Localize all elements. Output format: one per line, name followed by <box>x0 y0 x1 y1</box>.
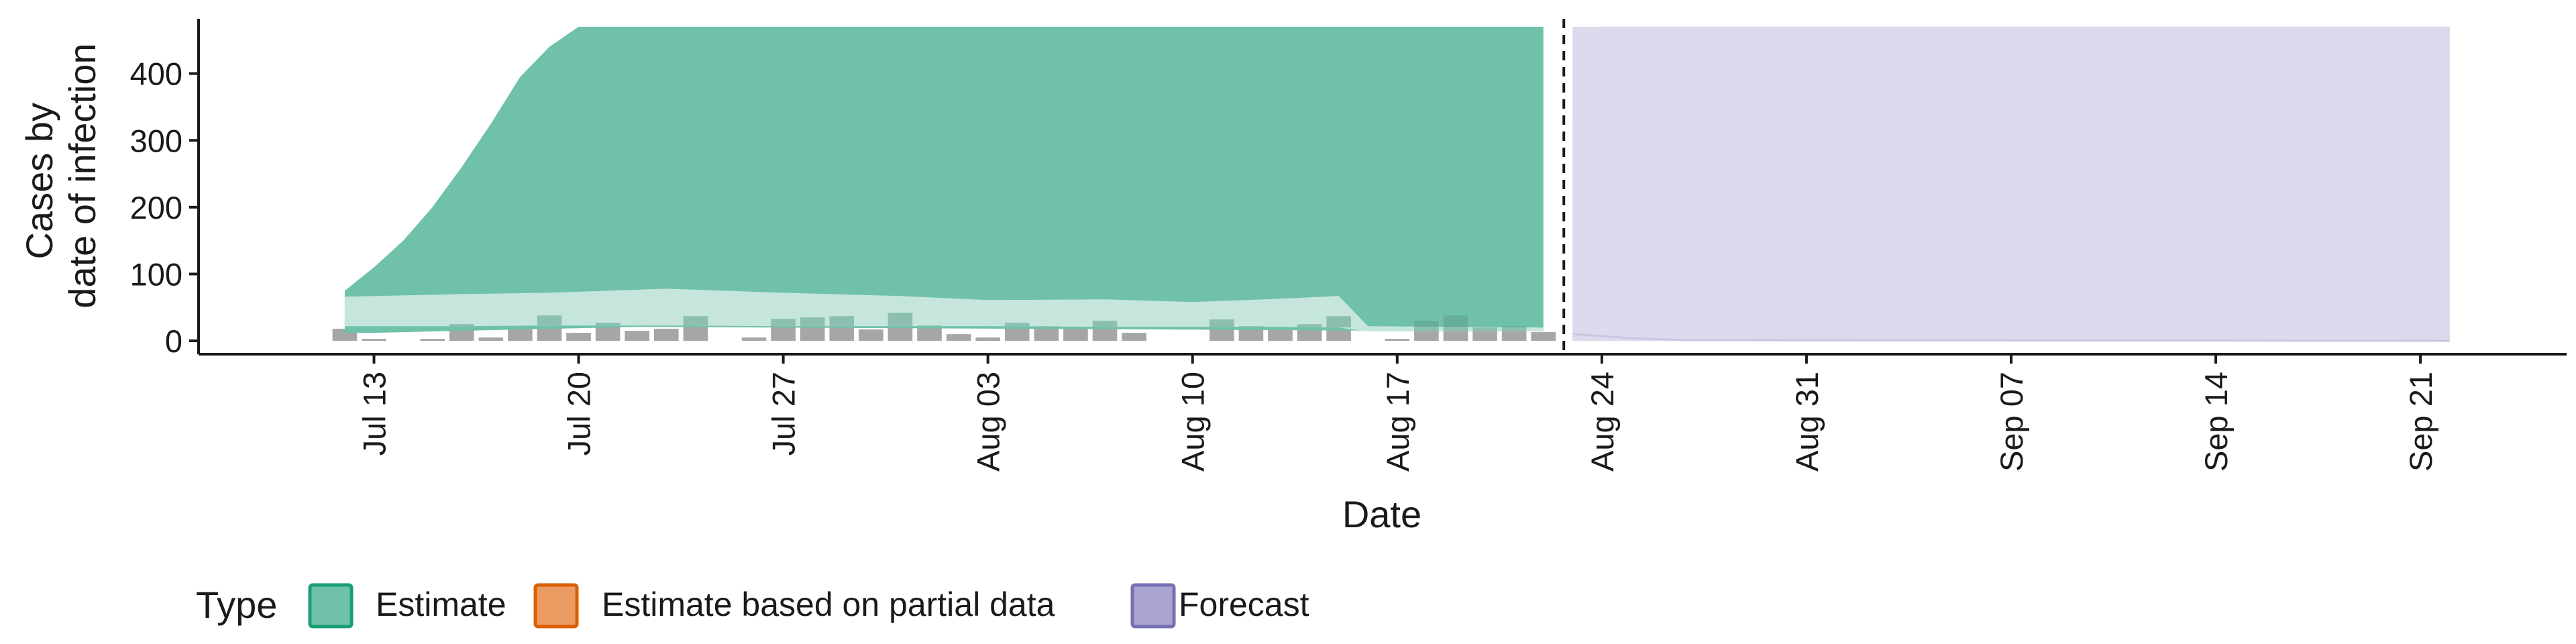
x-tick-label: Aug 17 <box>1380 372 1415 472</box>
estimate-outer-band <box>344 26 1544 333</box>
observed-case-bar <box>478 337 504 341</box>
observed-case-bar-overlay <box>1443 315 1468 332</box>
observed-case-bar-overlay <box>537 315 562 326</box>
legend-swatch-estimate-partial <box>533 583 579 629</box>
observed-case-bar <box>362 339 386 341</box>
observed-case-bar <box>917 325 942 341</box>
legend-swatch-estimate <box>308 583 354 629</box>
y-tick-label: 100 <box>130 256 182 292</box>
observed-case-bar <box>566 333 591 341</box>
legend-swatch-forecast <box>1130 583 1176 629</box>
x-tick-label: Sep 14 <box>2198 372 2234 472</box>
observed-case-bar <box>1385 339 1410 341</box>
observed-case-bar-overlay <box>1472 327 1497 332</box>
forecast-median <box>1572 333 2450 342</box>
legend-label-estimate: Estimate <box>376 586 506 623</box>
y-axis-ticks: 0 100 200 300 400 <box>130 56 199 359</box>
forecast-median-line <box>1572 333 2450 342</box>
estimate-inner-band <box>344 288 1544 332</box>
observed-case-bar <box>1122 333 1146 341</box>
x-tick-label: Aug 31 <box>1789 372 1825 472</box>
observed-case-bar <box>420 339 445 341</box>
observed-case-bar-overlay <box>1210 319 1234 327</box>
y-tick-label: 400 <box>130 56 182 92</box>
observed-case-bar-overlay <box>771 319 796 327</box>
observed-case-bar-overlay <box>1501 326 1527 332</box>
observed-case-bar <box>1268 329 1293 341</box>
plot-area <box>332 19 2450 354</box>
legend-title: Type <box>196 584 277 626</box>
y-axis-title-line-2: date of infection <box>61 43 103 308</box>
legend: Type Estimate Estimate based on partial … <box>196 583 1309 629</box>
y-tick-label: 300 <box>130 123 182 158</box>
observed-case-bar-overlay <box>1297 324 1322 327</box>
observed-case-bar-overlay <box>1414 321 1439 332</box>
observed-case-bar <box>625 331 650 341</box>
forecast-inner-band <box>1572 26 2450 341</box>
observed-case-bar-overlay <box>1092 321 1118 327</box>
observed-case-bar-overlay <box>800 317 825 327</box>
x-tick-label: Aug 03 <box>971 372 1006 472</box>
observed-case-bar <box>741 337 767 341</box>
x-tick-label: Aug 10 <box>1175 372 1211 472</box>
estimate-and-forecast-bands <box>344 26 2450 341</box>
y-axis-title: Cases by date of infection <box>18 43 103 308</box>
observed-case-bar-overlay <box>595 323 621 326</box>
x-tick-label: Jul 27 <box>766 372 802 455</box>
legend-label-estimate-partial: Estimate based on partial data <box>602 586 1055 623</box>
legend-label-forecast: Forecast <box>1179 586 1309 623</box>
observed-case-bar <box>859 329 883 341</box>
x-tick-label: Jul 20 <box>561 372 597 455</box>
observed-case-bar <box>1034 326 1059 341</box>
observed-case-bar <box>1531 332 1556 341</box>
observed-case-bar-overlay <box>1326 316 1351 328</box>
x-tick-label: Jul 13 <box>357 372 392 455</box>
x-tick-label: Sep 07 <box>1994 372 2029 472</box>
x-tick-label: Sep 21 <box>2403 372 2438 472</box>
y-tick-label: 200 <box>130 190 182 225</box>
observed-case-bar <box>946 334 971 341</box>
observed-case-bar-overlay <box>829 316 855 327</box>
observed-cases-bars-overlay <box>449 313 1527 332</box>
x-axis-ticks: Jul 13 Jul 20 Jul 27 Aug 03 Aug 10 Aug 17 Aug … <box>357 354 2438 472</box>
observed-case-bar <box>653 329 679 341</box>
y-axis: 0 100 200 300 400 <box>130 19 200 359</box>
observed-case-bar <box>1063 327 1088 341</box>
y-tick-label: 0 <box>165 323 182 359</box>
observed-case-bar-overlay <box>1238 326 1264 327</box>
y-axis-title-line-1: Cases by <box>18 103 60 259</box>
observed-case-bar-overlay <box>888 313 913 327</box>
x-axis: Jul 13 Jul 20 Jul 27 Aug 03 Aug 10 Aug 17 Aug … <box>199 353 2567 472</box>
observed-case-bar-overlay <box>917 325 942 327</box>
observed-case-bar-overlay <box>1004 323 1030 327</box>
x-tick-label: Aug 24 <box>1585 372 1620 472</box>
observed-case-bar-overlay <box>683 316 708 326</box>
observed-case-bar <box>508 329 533 341</box>
x-axis-title: Date <box>1342 493 1421 535</box>
observed-case-bar <box>975 337 1000 341</box>
observed-case-bar-overlay <box>449 324 474 327</box>
